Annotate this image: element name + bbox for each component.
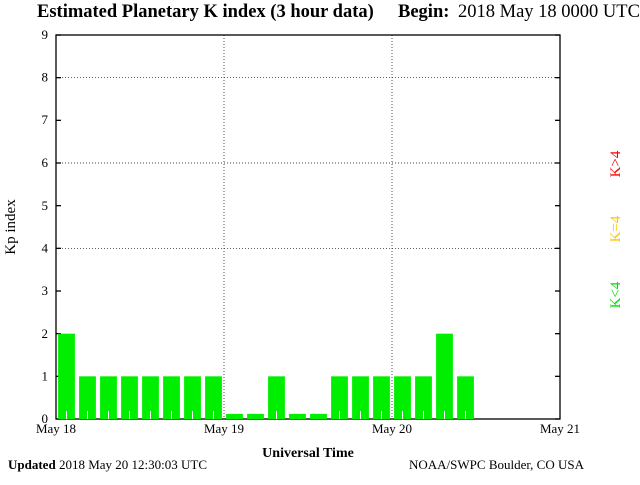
svg-text:Kp index: Kp index (3, 199, 19, 255)
svg-text:Universal Time: Universal Time (262, 446, 354, 461)
svg-text:6: 6 (42, 155, 49, 170)
svg-text:4: 4 (42, 241, 49, 256)
svg-text:9: 9 (42, 27, 49, 42)
svg-text:3: 3 (42, 283, 49, 298)
svg-text:May 21: May 21 (540, 421, 580, 436)
svg-text:2018 May 18 0000 UTC: 2018 May 18 0000 UTC (458, 2, 640, 22)
svg-text:Estimated Planetary K index (3: Estimated Planetary K index (3 hour data… (37, 2, 374, 22)
svg-text:8: 8 (42, 70, 49, 85)
svg-text:May 19: May 19 (204, 421, 244, 436)
svg-text:2: 2 (42, 326, 49, 341)
svg-text:K>4: K>4 (608, 150, 624, 177)
svg-text:5: 5 (42, 198, 49, 213)
svg-text:May 20: May 20 (372, 421, 412, 436)
svg-text:K<4: K<4 (608, 281, 624, 308)
svg-text:1: 1 (42, 369, 49, 384)
svg-text:7: 7 (42, 112, 49, 127)
svg-text:NOAA/SWPC Boulder, CO USA: NOAA/SWPC Boulder, CO USA (409, 457, 585, 472)
svg-text:May 18: May 18 (36, 421, 76, 436)
svg-text:Begin:: Begin: (398, 2, 449, 22)
svg-text:Updated 2018 May 20 12:30:03 U: Updated 2018 May 20 12:30:03 UTC (8, 457, 207, 472)
svg-text:K=4: K=4 (608, 215, 624, 242)
